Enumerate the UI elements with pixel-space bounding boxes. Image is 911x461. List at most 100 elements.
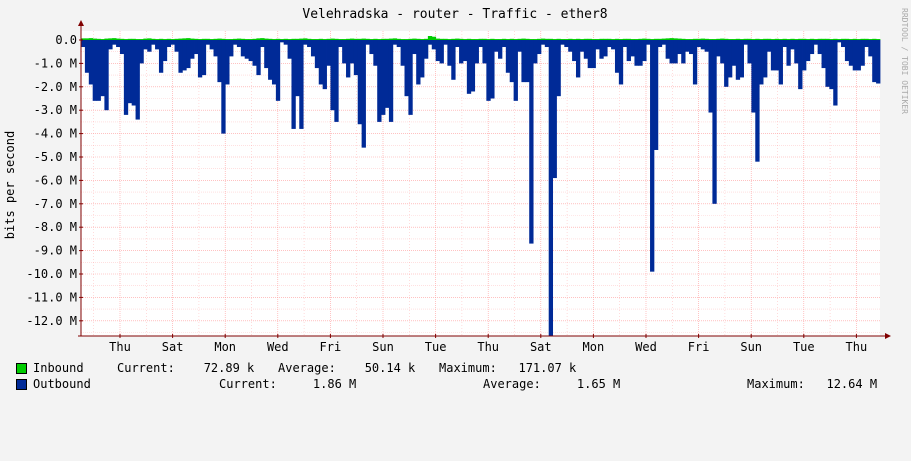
x-tick-label: Sun [740,340,762,354]
inbound-bar [108,38,113,40]
y-tick-label: 0.0 [55,33,77,47]
inbound-bar [420,39,425,40]
outbound-bar [704,40,709,52]
outbound-bar [837,40,842,43]
inbound-bar [591,39,596,40]
inbound-bar [252,38,257,40]
outbound-bar [108,40,113,50]
inbound-bar [314,39,320,40]
y-tick-label: -1.0 M [34,56,77,70]
outbound-bar [486,40,491,101]
x-tick-label: Fri [688,340,710,354]
outbound-bar [474,40,479,64]
inbound-bar [404,39,409,40]
inbound-bar [174,38,179,40]
inbound-bar [279,39,285,40]
outbound-bar [856,40,861,71]
outbound-bar [728,40,733,78]
legend-inbound: Inbound Current: 72.89 k Average: 50.14 … [16,361,576,375]
inbound-bar [739,39,744,40]
inbound-bar [318,38,324,40]
inbound-bar [798,38,803,40]
legend-outbound-average: Average: 1.65 M [483,377,621,391]
inbound-bar [334,38,339,40]
inbound-bar [564,39,569,40]
inbound-bar [700,38,706,40]
outbound-bar [681,40,686,64]
inbound-bar [190,38,195,40]
outbound-bar [650,40,655,272]
outbound-bar [556,40,561,97]
inbound-bar [229,39,234,40]
outbound-bar [782,40,787,48]
outbound-bar [498,40,503,59]
outbound-bar [392,40,398,45]
inbound-bar [724,38,729,40]
outbound-bar [646,40,651,45]
inbound-bar [763,38,768,40]
outbound-bar [716,40,721,57]
y-tick-label: -12.0 M [26,314,77,328]
inbound-bar [809,38,815,40]
inbound-bar [548,38,554,40]
inbound-bar [607,38,612,40]
outbound-bar [268,40,273,80]
outbound-bar [872,40,877,83]
outbound-bar [174,40,179,52]
inbound-bar [533,39,538,40]
inbound-bar [326,38,331,40]
outbound-bar [673,40,678,64]
outbound-bar [205,40,211,45]
outbound-bar [564,40,569,48]
outbound-bar [712,40,717,204]
inbound-bar [673,38,678,40]
x-tick-label: Tue [793,340,815,354]
inbound-swatch-icon [16,363,27,374]
outbound-bar [829,40,834,90]
inbound-bar [377,39,382,40]
outbound-bar [291,40,296,129]
inbound-bar [544,38,550,40]
inbound-bar [112,38,117,40]
inbound-bar [197,39,203,40]
inbound-bar [388,38,394,40]
outbound-bar [357,40,363,125]
inbound-bar [716,38,721,40]
outbound-bar [307,40,312,48]
inbound-bar [416,38,421,40]
outbound-bar [201,40,207,76]
outbound-bar [537,40,542,55]
inbound-bar [802,38,807,40]
inbound-bar [478,38,483,40]
inbound-bar [848,39,854,40]
outbound-bar [501,40,507,48]
outbound-bar [692,40,698,85]
outbound-bar [466,40,472,94]
inbound-bar [155,39,160,40]
inbound-bar [770,39,776,40]
inbound-bar [439,38,444,40]
inbound-bar [537,38,542,40]
inbound-bar [166,38,172,40]
inbound-bar [696,38,702,40]
outbound-bar [400,40,405,66]
inbound-bar [342,39,347,40]
outbound-bar [217,40,222,83]
outbound-bar [123,40,129,115]
inbound-bar [104,38,109,40]
inbound-bar [833,38,838,40]
inbound-bar [271,39,277,40]
x-tick-label: Mon [214,340,236,354]
outbound-bar [225,40,230,85]
outbound-bar [813,40,819,45]
inbound-bar [844,38,850,40]
inbound-bar [178,38,183,40]
inbound-bar [385,38,390,40]
inbound-bar [825,38,830,40]
outbound-bar [653,40,659,150]
inbound-bar [369,39,374,40]
outbound-bar [162,40,168,62]
inbound-bar [119,38,125,40]
outbound-bar [252,40,257,66]
inbound-bar [139,39,144,40]
